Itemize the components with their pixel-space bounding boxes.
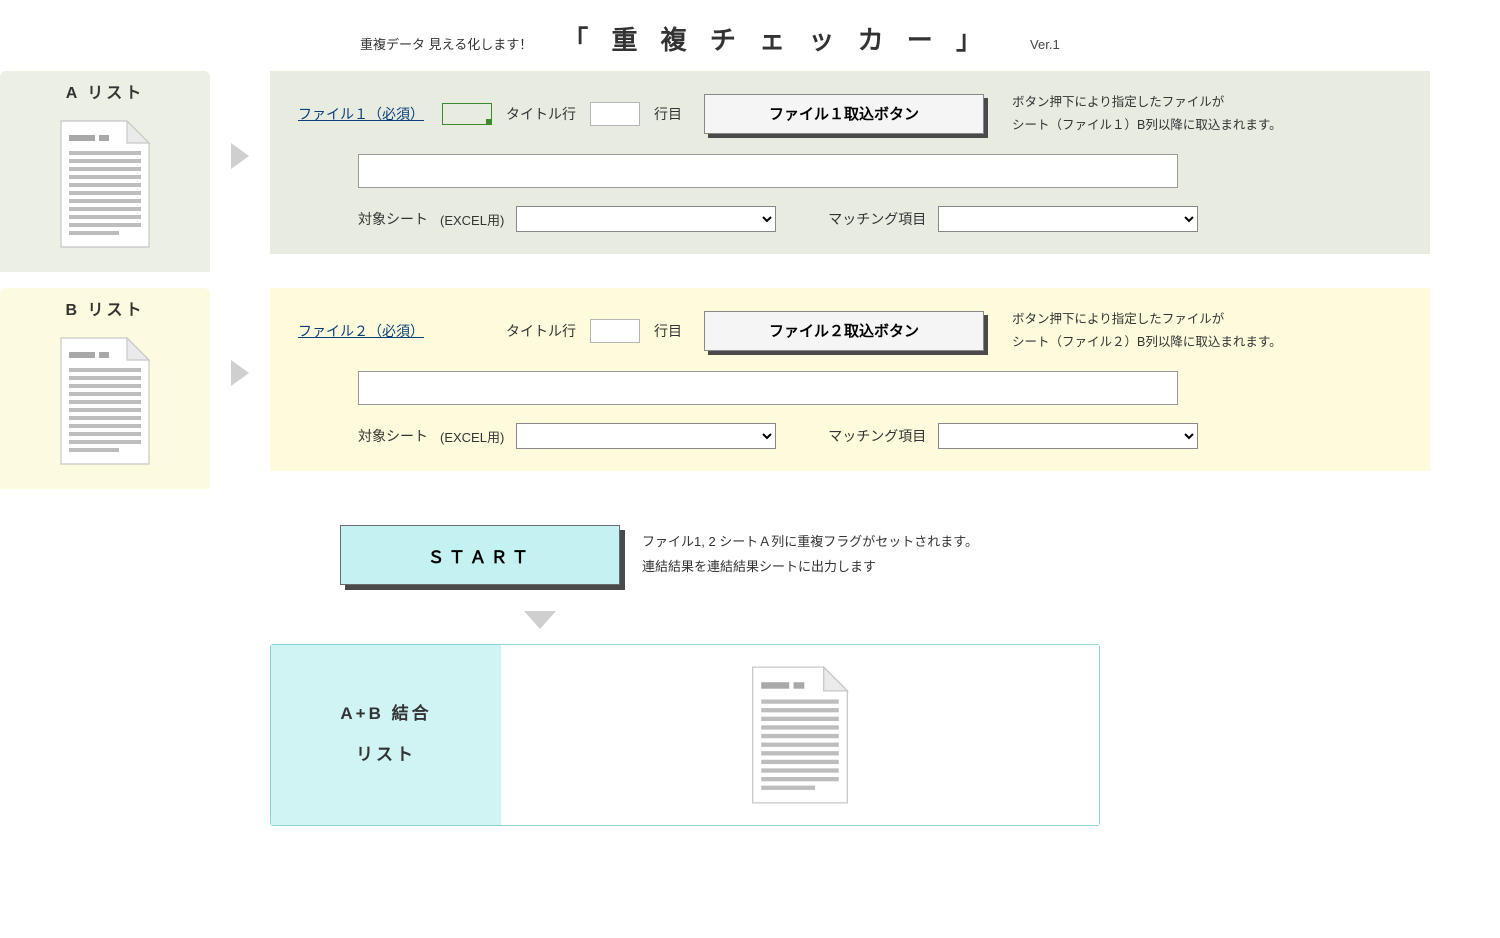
section-b-row: B リスト ファイル２（必須） bbox=[0, 288, 1500, 489]
b-arrow-icon bbox=[210, 288, 270, 388]
file1-help-line2: シート（ファイル１）B列以降に取込まれます。 bbox=[1012, 114, 1402, 137]
start-button[interactable]: ＳＴＡＲＴ bbox=[340, 525, 620, 585]
b-list-file-icon bbox=[55, 330, 155, 489]
file1-top-row: ファイル１（必須） タイトル行 行目 ファイル１取込ボタン ボタン押下により指定… bbox=[298, 91, 1402, 136]
a-list-tab: A リスト bbox=[0, 71, 210, 272]
file2-import-button[interactable]: ファイル２取込ボタン bbox=[704, 311, 984, 351]
file2-title-row-input[interactable] bbox=[590, 319, 640, 343]
panel-file1: ファイル１（必須） タイトル行 行目 ファイル１取込ボタン ボタン押下により指定… bbox=[270, 71, 1430, 254]
section-a-row: A リスト ファイル１（必須） bbox=[0, 71, 1500, 272]
file2-title-row-label: タイトル行 bbox=[506, 321, 576, 341]
start-help-line1: ファイル1, 2 シートＡ列に重複フラグがセットされます。 bbox=[642, 530, 978, 555]
app-title: 「 重 複 チ ェ ッ カ ー 」 bbox=[562, 20, 990, 57]
file2-row-suffix: 行目 bbox=[654, 321, 682, 341]
subtitle: 重複データ 見える化します！ bbox=[360, 34, 532, 53]
file1-path-input[interactable] bbox=[358, 154, 1178, 188]
file1-link[interactable]: ファイル１（必須） bbox=[298, 104, 428, 124]
panel-file2: ファイル２（必須） タイトル行 行目 ファイル２取込ボタン ボタン押下により指定… bbox=[270, 288, 1430, 471]
file2-help-line1: ボタン押下により指定したファイルが bbox=[1012, 308, 1402, 331]
start-row: ＳＴＡＲＴ ファイル1, 2 シートＡ列に重複フラグがセットされます。 連結結果… bbox=[340, 525, 1500, 585]
down-arrow-icon bbox=[420, 595, 660, 644]
file2-matching-select[interactable] bbox=[938, 423, 1198, 449]
file1-title-row-label: タイトル行 bbox=[506, 104, 576, 124]
a-list-tab-label: A リスト bbox=[0, 71, 210, 113]
file1-help-line1: ボタン押下により指定したファイルが bbox=[1012, 91, 1402, 114]
file1-matching-select[interactable] bbox=[938, 206, 1198, 232]
result-row: A+B 結合 リスト bbox=[270, 644, 1500, 826]
file1-row-suffix: 行目 bbox=[654, 104, 682, 124]
version-label: Ver.1 bbox=[1030, 37, 1060, 52]
result-left-label: A+B 結合 リスト bbox=[271, 645, 501, 825]
file2-bottom-row: 対象シート (EXCEL用) マッチング項目 bbox=[358, 423, 1402, 449]
file2-link[interactable]: ファイル２（必須） bbox=[298, 321, 428, 341]
b-list-tab-label: B リスト bbox=[0, 288, 210, 330]
header-row: 重複データ 見える化します！ 「 重 複 チ ェ ッ カ ー 」 Ver.1 bbox=[360, 20, 1500, 57]
result-box: A+B 結合 リスト bbox=[270, 644, 1100, 826]
result-line1: A+B 結合 bbox=[340, 694, 431, 735]
file1-bottom-row: 対象シート (EXCEL用) マッチング項目 bbox=[358, 206, 1402, 232]
file2-help-line2: シート（ファイル２）B列以降に取込まれます。 bbox=[1012, 331, 1402, 354]
file2-matching-label: マッチング項目 bbox=[828, 426, 926, 446]
file2-top-row: ファイル２（必須） タイトル行 行目 ファイル２取込ボタン ボタン押下により指定… bbox=[298, 308, 1402, 353]
file2-target-sheet-label: 対象シート bbox=[358, 426, 428, 446]
file1-excel-note: (EXCEL用) bbox=[440, 210, 504, 229]
a-list-file-icon bbox=[55, 113, 155, 272]
file1-target-sheet-select[interactable] bbox=[516, 206, 776, 232]
start-help-line2: 連結結果を連結結果シートに出力します bbox=[642, 555, 978, 580]
result-line2: リスト bbox=[356, 735, 416, 776]
file1-help-text: ボタン押下により指定したファイルが シート（ファイル１）B列以降に取込まれます。 bbox=[1012, 91, 1402, 136]
file1-matching-label: マッチング項目 bbox=[828, 209, 926, 229]
file2-path-input[interactable] bbox=[358, 371, 1178, 405]
file2-excel-note: (EXCEL用) bbox=[440, 427, 504, 446]
file1-title-row-input[interactable] bbox=[590, 102, 640, 126]
result-file-icon bbox=[501, 645, 1099, 825]
file1-target-sheet-label: 対象シート bbox=[358, 209, 428, 229]
file1-selector-cell[interactable] bbox=[442, 103, 492, 125]
file1-import-button[interactable]: ファイル１取込ボタン bbox=[704, 94, 984, 134]
file2-help-text: ボタン押下により指定したファイルが シート（ファイル２）B列以降に取込まれます。 bbox=[1012, 308, 1402, 353]
b-list-tab: B リスト bbox=[0, 288, 210, 489]
start-help-text: ファイル1, 2 シートＡ列に重複フラグがセットされます。 連結結果を連結結果シ… bbox=[642, 530, 978, 579]
a-arrow-icon bbox=[210, 71, 270, 171]
file2-target-sheet-select[interactable] bbox=[516, 423, 776, 449]
